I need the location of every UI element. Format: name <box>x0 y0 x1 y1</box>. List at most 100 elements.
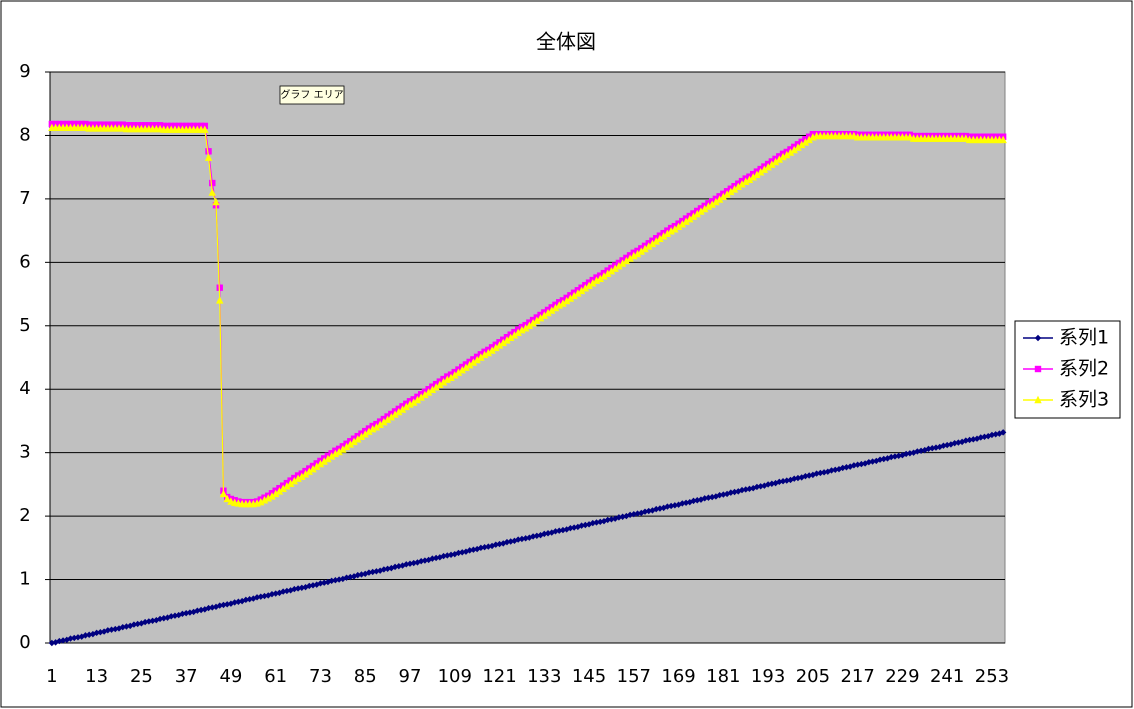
marker <box>257 497 265 506</box>
marker <box>727 187 735 196</box>
x-tick-label: 37 <box>175 666 198 687</box>
chart-title: 全体図 <box>536 30 596 54</box>
marker <box>753 170 761 178</box>
marker <box>238 597 246 605</box>
marker <box>470 546 477 553</box>
marker <box>309 464 317 473</box>
marker <box>607 267 616 275</box>
marker <box>671 225 679 233</box>
marker <box>194 607 201 614</box>
marker <box>219 489 228 498</box>
marker <box>648 239 657 248</box>
marker <box>354 435 362 443</box>
marker <box>324 578 332 586</box>
y-tick-label: 8 <box>19 124 30 145</box>
marker <box>633 249 642 258</box>
legend-label: 系列3 <box>1059 389 1109 411</box>
marker <box>518 326 526 334</box>
marker <box>499 338 507 347</box>
x-tick-label: 49 <box>219 666 242 687</box>
marker <box>689 212 698 220</box>
x-tick-label: 73 <box>309 666 332 687</box>
marker <box>104 627 112 634</box>
marker <box>402 402 410 411</box>
marker <box>805 135 813 144</box>
marker <box>209 179 216 187</box>
marker <box>715 195 724 203</box>
marker <box>342 442 351 451</box>
marker <box>622 256 631 265</box>
marker <box>279 484 287 493</box>
marker <box>999 429 1007 436</box>
marker <box>678 220 687 228</box>
marker <box>760 165 769 173</box>
marker <box>525 321 534 329</box>
marker <box>510 331 519 339</box>
marker <box>246 596 253 603</box>
marker <box>667 227 675 235</box>
marker <box>395 563 402 570</box>
marker <box>559 299 567 307</box>
marker <box>82 632 89 639</box>
marker <box>779 152 787 161</box>
marker <box>362 570 369 578</box>
marker <box>592 276 601 284</box>
marker <box>205 148 212 155</box>
marker <box>376 420 384 428</box>
x-tick-label: 217 <box>840 666 874 687</box>
legend-label: 系列2 <box>1059 358 1109 380</box>
marker <box>391 410 399 418</box>
x-tick-label: 229 <box>885 666 919 687</box>
marker <box>350 437 358 446</box>
marker <box>440 552 447 560</box>
marker <box>302 583 309 591</box>
x-tick-label: 145 <box>572 666 606 687</box>
marker <box>771 157 780 166</box>
x-tick-label: 85 <box>354 666 377 687</box>
marker <box>730 185 739 193</box>
marker <box>339 445 347 453</box>
marker <box>373 568 380 575</box>
marker <box>350 573 358 580</box>
marker <box>734 182 742 191</box>
x-tick-label: 61 <box>264 666 287 687</box>
marker <box>674 222 683 231</box>
marker <box>756 168 765 176</box>
marker <box>216 602 223 609</box>
marker <box>458 365 466 374</box>
marker <box>275 487 284 495</box>
marker <box>201 125 209 133</box>
marker <box>443 375 451 383</box>
marker <box>432 383 440 391</box>
marker <box>346 440 355 448</box>
marker <box>406 400 414 408</box>
marker <box>596 274 604 283</box>
marker <box>309 582 317 589</box>
marker <box>328 577 335 585</box>
marker <box>380 418 388 426</box>
marker <box>439 378 448 386</box>
marker <box>89 630 97 638</box>
marker <box>555 301 563 309</box>
y-tick-label: 0 <box>19 632 30 653</box>
marker <box>492 541 499 548</box>
x-tick-label: 97 <box>399 666 422 687</box>
marker <box>652 237 660 245</box>
marker <box>283 482 291 490</box>
x-tick-label: 205 <box>796 666 830 687</box>
marker <box>268 590 276 598</box>
y-tick-label: 3 <box>19 442 30 463</box>
y-tick-label: 6 <box>19 251 30 272</box>
marker <box>801 138 810 146</box>
marker <box>268 492 276 500</box>
marker <box>347 573 354 581</box>
marker <box>175 611 182 619</box>
marker <box>462 363 470 371</box>
marker <box>473 355 481 364</box>
marker <box>331 449 340 458</box>
marker <box>216 296 224 304</box>
marker <box>723 190 731 198</box>
marker <box>208 188 216 196</box>
marker <box>637 247 645 255</box>
